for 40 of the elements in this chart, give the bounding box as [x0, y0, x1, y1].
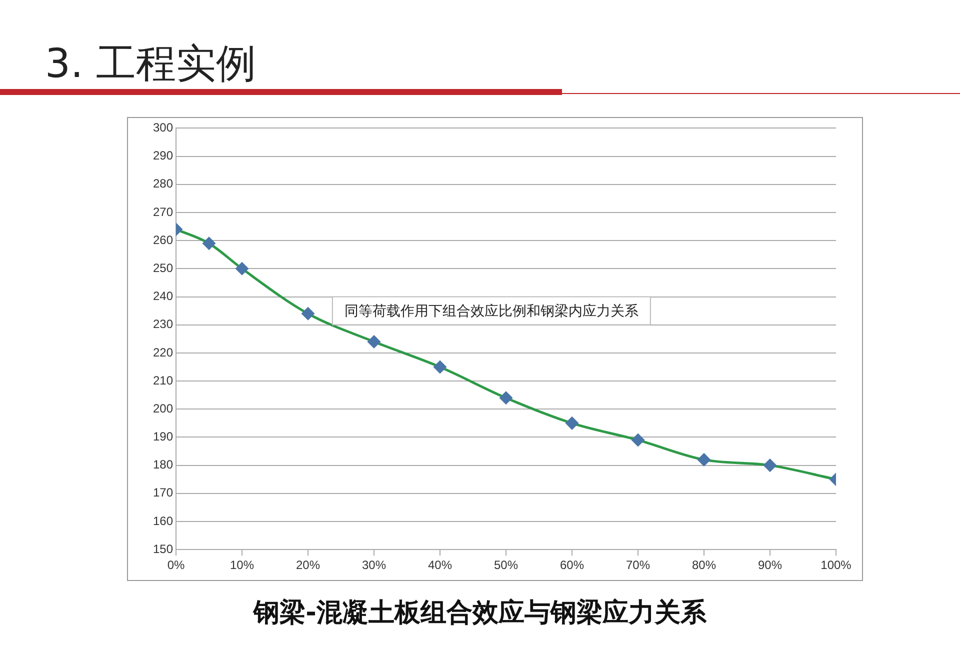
y-tick-label: 230	[152, 317, 174, 332]
y-tick-label: 210	[152, 373, 174, 388]
y-tick-label: 300	[152, 120, 174, 135]
x-tick-label: 70%	[626, 558, 650, 572]
y-tick-label: 170	[152, 486, 174, 500]
y-tick-label: 270	[152, 204, 174, 219]
y-tick-label: 150	[152, 542, 174, 556]
y-tick-label: 220	[152, 345, 174, 360]
y-tick-label: 250	[152, 260, 174, 275]
x-tick-label: 0%	[167, 558, 185, 572]
y-tick-label: 180	[152, 458, 174, 472]
y-tick-label: 190	[152, 430, 174, 444]
x-tick-label: 20%	[296, 558, 320, 572]
annotation: 同等荷载作用下组合效应比例和钢梁内应力关系	[344, 303, 638, 320]
y-tick-label: 240	[152, 289, 174, 304]
point	[434, 360, 446, 374]
point	[698, 453, 710, 466]
x-tick-label: 10%	[230, 558, 254, 572]
y-tick-label: 200	[152, 401, 174, 416]
y-tick-label: 260	[152, 232, 174, 247]
point	[500, 392, 512, 404]
x-tick-label: 40%	[428, 558, 452, 572]
point	[368, 335, 380, 348]
point	[302, 307, 314, 320]
x-tick-label: 60%	[560, 558, 584, 572]
text: 钢梁-混凝土板组合效应与钢梁应力关系	[252, 597, 708, 630]
x-tick-label: 30%	[362, 558, 386, 572]
chart-title: 3. 工程实例	[45, 40, 256, 89]
x-tick-label: 90%	[758, 558, 782, 572]
y-tick-label: 160	[152, 514, 174, 528]
point	[202, 237, 216, 250]
x-tick-label: 80%	[692, 558, 716, 572]
point	[764, 459, 776, 472]
y-tick-label: 290	[152, 148, 174, 163]
y-tick-label: 280	[152, 176, 174, 191]
point	[632, 434, 644, 446]
x-tick-label: 50%	[494, 558, 518, 572]
point	[566, 416, 578, 430]
point	[236, 262, 248, 275]
x-tick-label: 100%	[820, 558, 852, 572]
